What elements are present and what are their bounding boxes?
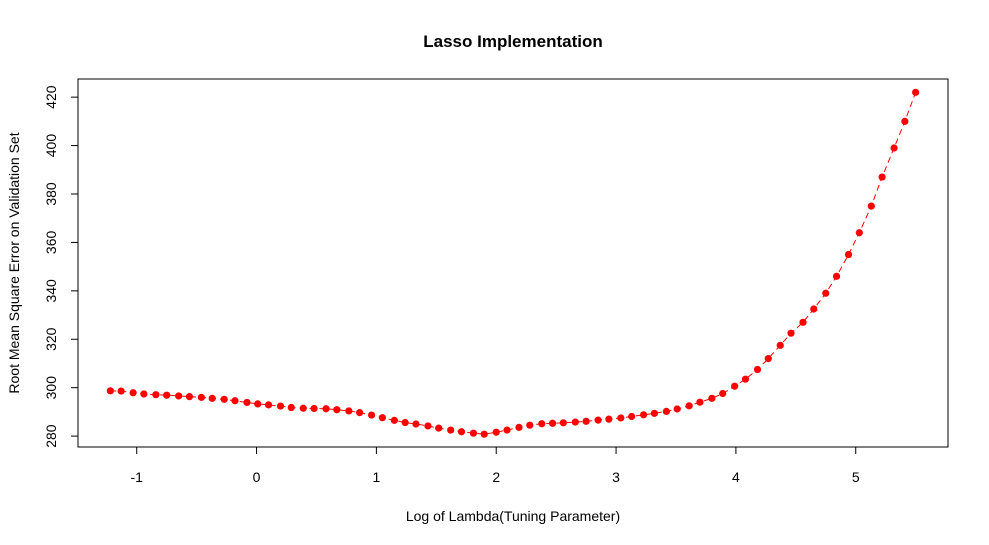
data-point xyxy=(197,393,206,401)
data-point xyxy=(650,409,659,417)
data-point xyxy=(685,402,693,410)
data-point xyxy=(708,394,716,402)
x-tick-label: -1 xyxy=(130,469,143,485)
y-tick-label: 400 xyxy=(43,134,59,158)
data-point xyxy=(753,365,762,374)
data-point xyxy=(515,423,523,431)
data-point xyxy=(287,403,295,412)
data-point xyxy=(548,419,557,427)
x-tick-label: 3 xyxy=(612,469,620,485)
x-tick-label: 1 xyxy=(372,469,380,485)
data-point xyxy=(844,250,853,259)
data-point xyxy=(208,394,216,402)
data-point xyxy=(390,416,398,424)
data-point xyxy=(140,390,148,398)
data-point xyxy=(254,400,262,408)
y-axis-label: Root Mean Square Error on Validation Set xyxy=(6,132,22,393)
data-point xyxy=(731,382,739,390)
y-tick-label: 300 xyxy=(43,376,59,400)
data-point xyxy=(231,397,239,405)
data-point xyxy=(696,398,704,406)
data-point xyxy=(163,391,171,399)
x-tick-label: 0 xyxy=(253,469,261,485)
data-point xyxy=(503,426,511,434)
data-point xyxy=(662,407,670,416)
data-point xyxy=(628,412,636,421)
y-tick-label: 280 xyxy=(43,424,59,448)
data-point xyxy=(878,173,886,181)
y-tick-label: 320 xyxy=(43,327,59,351)
data-point xyxy=(220,395,228,403)
data-point xyxy=(276,402,285,410)
data-point xyxy=(243,398,251,407)
data-point xyxy=(435,424,443,432)
data-point xyxy=(367,411,376,419)
data-point xyxy=(799,318,807,326)
data-point xyxy=(175,392,183,400)
plot-frame xyxy=(77,78,949,448)
data-point xyxy=(867,202,875,210)
data-point xyxy=(594,416,602,424)
x-axis-label: Log of Lambda(Tuning Parameter) xyxy=(406,508,620,524)
data-point xyxy=(152,391,160,399)
x-tick-label: 2 xyxy=(492,469,500,485)
data-point xyxy=(901,117,909,125)
data-point xyxy=(322,405,330,413)
data-point xyxy=(764,355,772,363)
data-point xyxy=(673,405,681,413)
data-point xyxy=(310,404,318,413)
y-tick-label: 360 xyxy=(43,231,59,255)
data-point xyxy=(526,421,534,429)
data-point xyxy=(106,387,114,395)
data-point xyxy=(605,415,613,423)
data-point xyxy=(787,329,795,337)
data-point xyxy=(855,229,863,237)
x-tick-label: 5 xyxy=(852,469,860,485)
data-point xyxy=(356,409,364,417)
data-point xyxy=(345,407,353,415)
data-point xyxy=(741,375,750,383)
data-point xyxy=(810,305,818,313)
data-point xyxy=(457,428,466,436)
data-point xyxy=(401,418,409,427)
chart-title: Lasso Implementation xyxy=(423,32,602,51)
data-point xyxy=(719,389,727,398)
data-point xyxy=(559,419,567,427)
data-point xyxy=(492,428,500,436)
y-tick-label: 380 xyxy=(43,182,59,206)
data-point xyxy=(424,422,432,430)
data-point xyxy=(185,393,194,401)
data-point xyxy=(822,289,830,297)
y-tick-label: 340 xyxy=(43,279,59,303)
data-point xyxy=(333,406,341,414)
data-point xyxy=(299,404,307,412)
data-point xyxy=(912,88,920,96)
data-point xyxy=(469,429,478,437)
data-point xyxy=(582,417,590,425)
data-point xyxy=(571,418,579,426)
data-point xyxy=(617,414,625,422)
data-point xyxy=(776,341,784,349)
data-point xyxy=(538,420,546,428)
data-point xyxy=(412,420,420,428)
data-point xyxy=(832,272,841,280)
data-point xyxy=(890,144,898,152)
data-point xyxy=(640,411,648,419)
x-tick-label: 4 xyxy=(732,469,740,485)
data-point xyxy=(480,430,488,438)
data-point xyxy=(264,401,273,409)
data-point xyxy=(378,414,386,422)
data-point xyxy=(447,426,455,434)
data-point xyxy=(129,389,137,397)
data-point xyxy=(117,387,125,395)
y-tick-label: 420 xyxy=(43,85,59,109)
